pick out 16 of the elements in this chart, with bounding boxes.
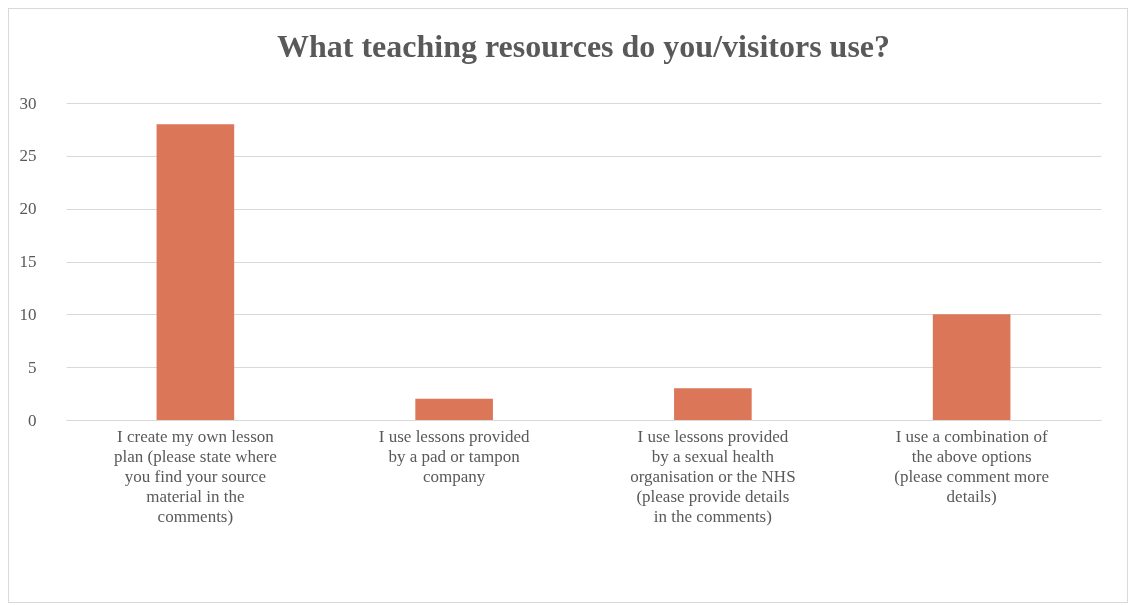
bar [674,388,752,420]
y-tick-label: 30 [19,93,37,113]
y-tick-label: 20 [19,199,37,219]
bar [932,314,1011,420]
x-tick-label: I use lessons provided by a sexual health organisation or the NHS (please provide details in the comments) [630,426,796,526]
y-tick-label: 5 [28,357,37,377]
bar [415,398,493,420]
bar [156,124,235,420]
y-tick-label: 15 [19,252,37,271]
x-tick-label: I create my own lesson plan (please state where you find your source material in the comments) [113,426,277,526]
y-tick-label: 25 [19,146,37,166]
x-tick-label: I use lessons provided by a pad or tampon company [378,426,530,486]
y-tick-label: 10 [19,304,37,324]
y-tick-label: 0 [28,410,37,430]
x-tick-label: I use a combination of the above options (please comment more details) [894,426,1050,506]
chart-title: What teaching resources do you/visitors use? [276,28,891,64]
